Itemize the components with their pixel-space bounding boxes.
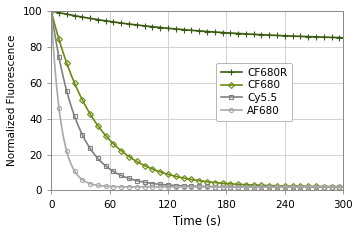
Cy5.5 (49, 10, 53, 12)
AF680 (282, 185, 286, 188)
Cy5.5 (104, 164, 108, 167)
CF680 (332, 185, 336, 188)
Line: Cy5.5: Cy5.5 (49, 9, 345, 189)
CF680 (49, 10, 53, 12)
AF680 (145, 185, 150, 188)
CF680 (104, 134, 108, 137)
AF680 (67, 159, 72, 162)
CF680 (67, 70, 72, 72)
CF680 (321, 185, 326, 188)
CF680R (332, 36, 336, 39)
AF680 (104, 185, 108, 188)
AF680 (49, 10, 53, 12)
CF680R (282, 34, 286, 37)
Cy5.5 (321, 185, 326, 188)
Line: CF680: CF680 (49, 9, 345, 189)
Cy5.5 (341, 185, 345, 188)
AF680 (332, 185, 336, 188)
Cy5.5 (282, 185, 286, 188)
CF680 (282, 184, 286, 187)
Cy5.5 (145, 181, 150, 184)
CF680R (67, 13, 72, 16)
Line: AF680: AF680 (49, 9, 345, 189)
CF680R (145, 25, 150, 27)
Cy5.5 (67, 100, 72, 103)
AF680 (341, 185, 345, 188)
CF680R (49, 10, 53, 12)
Cy5.5 (332, 185, 336, 188)
CF680R (321, 36, 326, 39)
Y-axis label: Normalized Fluorescence: Normalized Fluorescence (7, 35, 17, 166)
CF680R (104, 20, 108, 22)
CF680 (145, 165, 150, 168)
CF680R (341, 36, 345, 39)
Legend: CF680R, CF680, Cy5.5, AF680: CF680R, CF680, Cy5.5, AF680 (216, 63, 292, 121)
X-axis label: Time (s): Time (s) (173, 215, 221, 228)
Line: CF680R: CF680R (48, 8, 347, 41)
AF680 (321, 185, 326, 188)
CF680 (341, 185, 345, 188)
